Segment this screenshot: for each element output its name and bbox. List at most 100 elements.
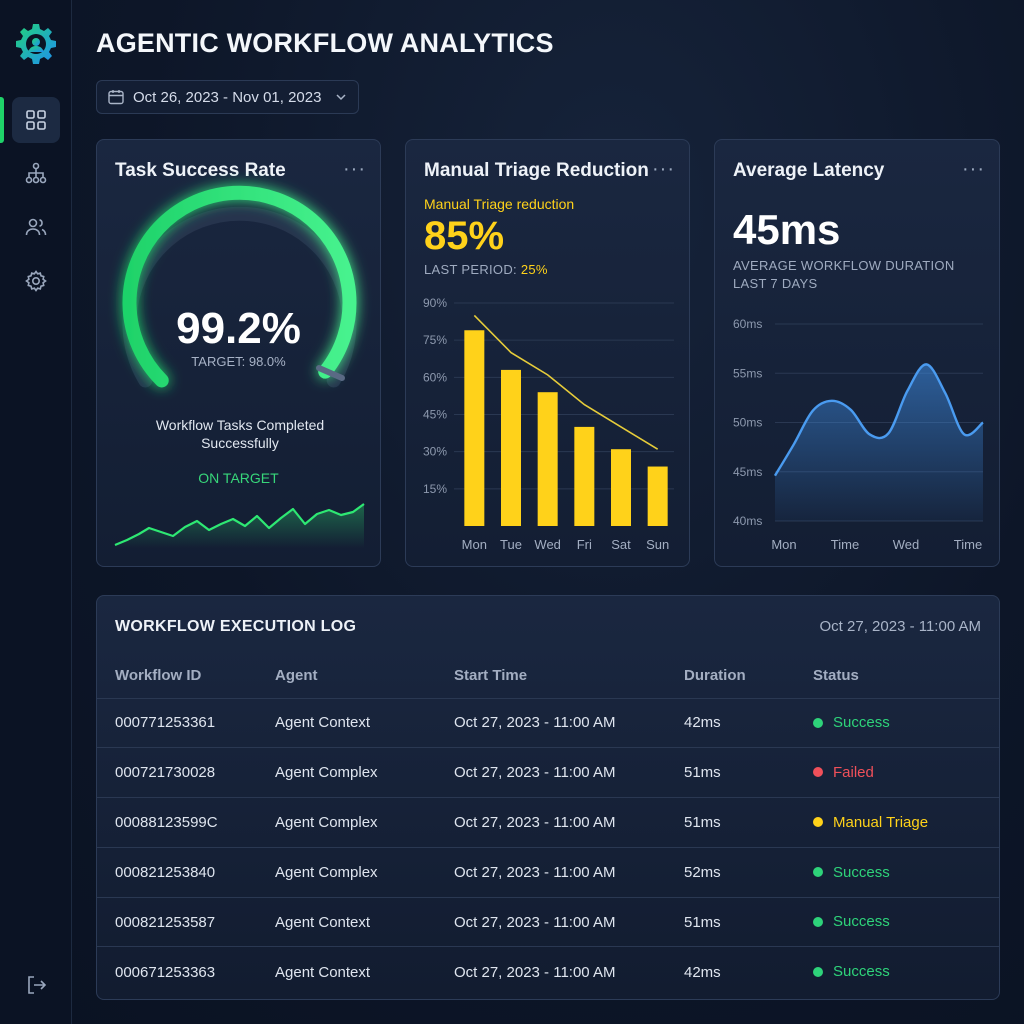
users-icon — [25, 218, 47, 236]
bar — [647, 466, 668, 526]
table-row[interactable]: 000721730028 Agent Complex Oct 27, 2023 - … — [97, 747, 999, 798]
more-options-icon[interactable]: ··· — [652, 158, 675, 180]
agent-name: Agent Context — [275, 896, 454, 947]
success-description: Workflow Tasks Completed Successfully — [155, 417, 325, 451]
status-cell: Success — [813, 896, 999, 947]
column-header[interactable]: Status — [813, 667, 859, 685]
duration: 51ms — [684, 896, 813, 947]
last-period-value: 25% — [520, 262, 548, 277]
last-period: LAST PERIOD: 25% — [424, 261, 548, 279]
log-date: Oct 27, 2023 - 11:00 AM — [819, 618, 981, 635]
calendar-icon — [108, 90, 124, 105]
x-tick-label: Sun — [646, 537, 669, 552]
status-text: Success — [833, 863, 890, 881]
agent-name: Agent Complex — [275, 797, 454, 848]
column-header[interactable]: Workflow ID — [115, 667, 202, 685]
y-tick-label: 60ms — [733, 317, 762, 331]
duration: 51ms — [684, 747, 813, 798]
y-tick-label: 45ms — [733, 465, 762, 479]
status-cell: Success — [813, 846, 999, 898]
workflow-id: 000721730028 — [97, 747, 275, 798]
sparkline — [114, 503, 365, 547]
status-badge: Success — [813, 913, 890, 930]
table-row[interactable]: 000821253840 Agent Complex Oct 27, 2023 - … — [97, 846, 999, 898]
workflow-id: 000821253840 — [97, 846, 275, 898]
workflow-icon — [25, 162, 47, 184]
sidebar-item-users[interactable] — [12, 204, 60, 250]
latency-caption-2: LAST 7 DAYS — [733, 276, 818, 291]
start-time: Oct 27, 2023 - 11:00 AM — [454, 946, 684, 997]
card-title: Average Latency — [733, 160, 885, 181]
table-header-row: Workflow ID Agent Start Time Duration St… — [97, 654, 999, 698]
start-time: Oct 27, 2023 - 11:00 AM — [454, 896, 684, 947]
date-range-label: Oct 26, 2023 - Nov 01, 2023 — [133, 88, 322, 106]
x-tick-label: Time — [831, 537, 859, 552]
y-tick-label: 60% — [423, 370, 447, 384]
status-dot — [813, 867, 823, 878]
table-row[interactable]: 00088123599C Agent Complex Oct 27, 2023 - … — [97, 797, 999, 848]
sidebar-item-settings[interactable] — [12, 258, 60, 304]
x-tick-label: Fri — [577, 537, 592, 552]
execution-log: WORKFLOW EXECUTION LOG Oct 27, 2023 - 11… — [96, 595, 1000, 1000]
x-tick-label: Wed — [534, 537, 561, 552]
status-badge: Success — [813, 963, 890, 980]
sidebar — [0, 0, 72, 1024]
bar — [464, 330, 485, 526]
agent-name: Agent Complex — [275, 747, 454, 798]
nav-active-indicator — [0, 97, 4, 143]
status-text: Manual Triage — [833, 813, 929, 831]
status-text: Success — [833, 714, 890, 732]
workflow-id: 00088123599C — [97, 797, 275, 848]
column-header[interactable]: Agent — [275, 667, 318, 685]
bar — [537, 392, 558, 526]
x-tick-label: Time — [954, 537, 982, 552]
duration: 42ms — [684, 946, 813, 997]
x-tick-label: Wed — [893, 537, 920, 552]
log-title: WORKFLOW EXECUTION LOG — [115, 618, 357, 635]
sidebar-item-workflows[interactable] — [12, 150, 60, 196]
more-options-icon[interactable]: ··· — [343, 158, 366, 180]
success-target: TARGET: 98.0% — [191, 354, 286, 369]
sidebar-item-dashboard[interactable] — [12, 97, 60, 143]
logout-button[interactable] — [12, 962, 60, 1008]
table-row[interactable]: 000771253361 Agent Context Oct 27, 2023 - … — [97, 697, 999, 748]
y-tick-label: 30% — [423, 445, 447, 459]
date-range-picker[interactable]: Oct 26, 2023 - Nov 01, 2023 — [96, 80, 359, 114]
y-tick-label: 15% — [423, 482, 447, 496]
duration: 42ms — [684, 697, 813, 748]
y-tick-label: 55ms — [733, 366, 762, 380]
status-dot — [813, 717, 823, 728]
latency-card: Average Latency ··· 45ms AVERAGE WORKFLO… — [714, 139, 1000, 567]
y-tick-label: 40ms — [733, 514, 762, 528]
task-success-card: Task Success Rate ··· 99.2% TARGET: 98.0… — [96, 139, 381, 567]
status-dot — [813, 966, 823, 977]
triage-bar-chart: 15% 30% 45% 60% 75% 90% Mon Tue Wed Fri Sat Sun — [423, 296, 674, 552]
table-row[interactable]: 000671253363 Agent Context Oct 27, 2023 - … — [97, 946, 999, 997]
workflow-id: 000771253361 — [97, 697, 275, 748]
bar — [611, 449, 631, 526]
sparkline-area — [115, 504, 364, 548]
y-tick-label: 45% — [423, 408, 447, 422]
latency-line — [773, 363, 984, 477]
duration: 51ms — [684, 797, 813, 848]
table-row[interactable]: 000821253587 Agent Context Oct 27, 2023 - … — [97, 896, 999, 947]
logo-gear-icon — [16, 24, 56, 64]
status-badge: Success — [813, 864, 890, 881]
status-badge: Failed — [813, 764, 874, 781]
start-time: Oct 27, 2023 - 11:00 AM — [454, 697, 684, 748]
triage-subtitle: Manual Triage reduction — [424, 196, 575, 212]
y-tick-label: 90% — [423, 296, 447, 310]
gauge-target-marker — [316, 365, 345, 381]
dashboard-icon — [26, 110, 46, 130]
column-header[interactable]: Duration — [684, 667, 746, 685]
trend-line — [473, 314, 659, 450]
y-tick-label: 75% — [423, 333, 447, 347]
workflow-id: 000821253587 — [97, 896, 275, 947]
x-tick-label: Tue — [500, 537, 522, 552]
more-options-icon[interactable]: ··· — [962, 158, 985, 180]
status-cell: Failed — [813, 747, 999, 798]
status-cell: Manual Triage — [813, 797, 999, 848]
log-table: Workflow ID Agent Start Time Duration St… — [97, 654, 999, 997]
success-gauge — [114, 185, 365, 548]
column-header[interactable]: Start Time — [454, 667, 528, 685]
